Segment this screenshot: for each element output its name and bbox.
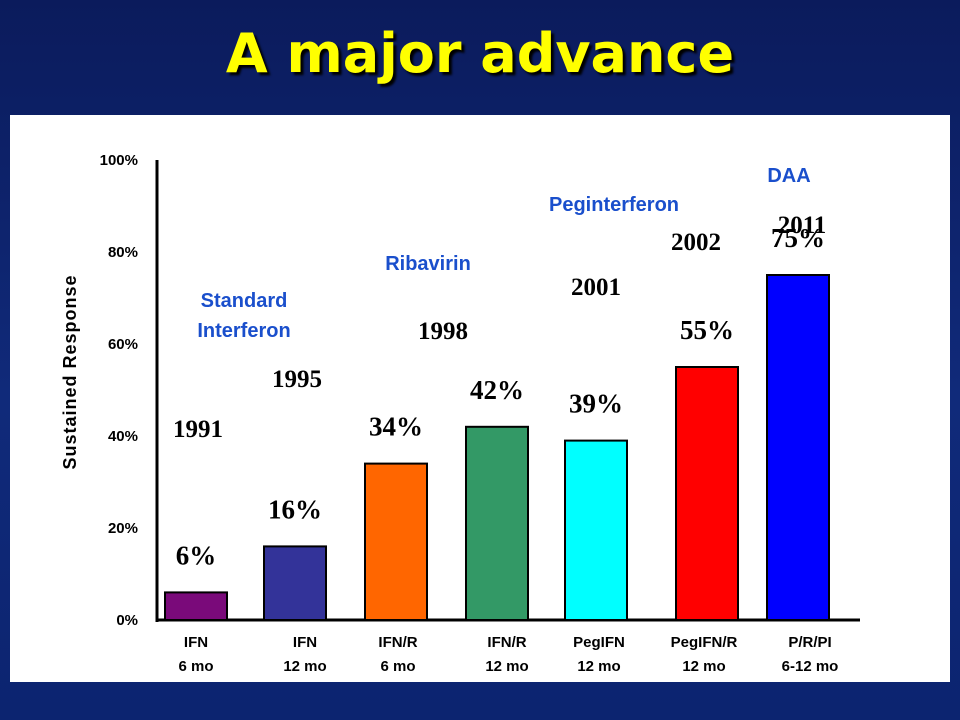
y-tick-label: 100%: [100, 152, 138, 169]
year-label: 2011: [778, 212, 827, 239]
category-label: 6 mo: [178, 658, 213, 675]
era-label: Interferon: [197, 320, 290, 342]
bar: [364, 462, 428, 621]
category-label: 6 mo: [380, 658, 415, 675]
category-label: IFN: [293, 634, 317, 651]
sustained-response-bar-chart: 0% 20% 40% 60% 80% 100% Sustained Response 6% IF…: [60, 152, 860, 675]
bar-value-label: 16%: [268, 494, 322, 524]
era-label: Ribavirin: [385, 253, 471, 275]
category-label: 12 mo: [682, 658, 725, 675]
category-label: PegIFN: [573, 634, 625, 651]
y-tick-label: 40%: [108, 428, 138, 445]
bar-value-label: 39%: [569, 389, 623, 419]
category-label: P/R/PI: [788, 634, 831, 651]
category-label: IFN/R: [378, 634, 417, 651]
era-label: DAA: [767, 165, 810, 187]
bar-value-label: 34%: [369, 412, 423, 442]
bar: [465, 425, 529, 621]
category-label: IFN/R: [487, 634, 526, 651]
era-label: Standard: [201, 290, 288, 312]
chart-panel: 0% 20% 40% 60% 80% 100% Sustained Response 6% IF…: [10, 115, 950, 682]
bar-value-label: 6%: [176, 540, 217, 570]
year-label: 2001: [571, 274, 621, 301]
category-label: 12 mo: [485, 658, 528, 675]
bar-value-label: 75%: [771, 223, 825, 253]
bar: [564, 439, 628, 621]
year-label: 1995: [272, 366, 322, 393]
category-label: IFN: [184, 634, 208, 651]
year-label: 2002: [671, 229, 721, 256]
y-tick-label: 60%: [108, 336, 138, 353]
category-label: 12 mo: [577, 658, 620, 675]
bar: [164, 591, 228, 621]
year-label: 1991: [173, 416, 223, 443]
bar: [766, 274, 830, 621]
bar-value-label: 55%: [680, 315, 734, 345]
y-axis-label: Sustained Response: [60, 274, 80, 469]
y-tick-label: 20%: [108, 520, 138, 537]
category-label: 12 mo: [283, 658, 326, 675]
bar: [263, 545, 327, 621]
bar: [675, 366, 739, 621]
year-label: 1998: [418, 318, 468, 345]
category-label: 6-12 mo: [782, 658, 839, 675]
bar-value-label: 42%: [470, 375, 524, 405]
category-label: PegIFN/R: [671, 634, 738, 651]
slide-title: A major advance: [225, 22, 735, 85]
y-tick-label: 0%: [116, 612, 138, 629]
era-label: Peginterferon: [549, 194, 679, 216]
y-tick-label: 80%: [108, 244, 138, 261]
